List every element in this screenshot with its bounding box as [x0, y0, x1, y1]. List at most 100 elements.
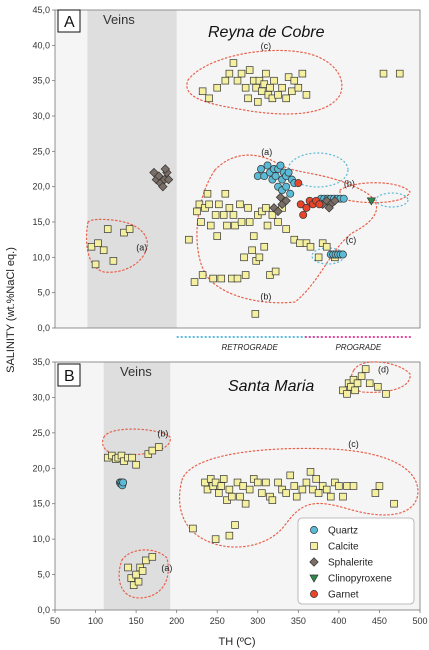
panel-b-label-box — [57, 363, 81, 387]
y-tick-label: 25,0 — [32, 146, 50, 156]
calcite-point — [209, 274, 217, 283]
calcite-point — [353, 379, 362, 388]
calcite-point — [335, 482, 343, 490]
calcite-point — [292, 492, 301, 501]
calcite-point — [371, 489, 380, 497]
calcite-point — [148, 446, 157, 455]
calcite-point — [236, 200, 244, 209]
calcite-point — [245, 485, 254, 494]
clinopyroxene-point — [366, 197, 376, 206]
calcite-point — [294, 83, 303, 92]
calcite-point — [322, 485, 331, 494]
calcite-point — [314, 489, 323, 497]
calcite-point — [263, 221, 272, 230]
calcite-point — [99, 246, 108, 255]
quartz-point — [276, 161, 285, 170]
calcite-point — [225, 204, 234, 212]
sphalerite-point — [273, 206, 283, 217]
calcite-point — [395, 69, 404, 78]
panel-b-label: B — [64, 368, 75, 385]
garnet-point — [315, 200, 324, 209]
calcite-point — [236, 492, 244, 501]
panel-b-title: Santa Maria — [228, 378, 314, 395]
group-label: (a) — [261, 147, 272, 157]
calcite-point — [205, 200, 213, 209]
calcite-point — [215, 200, 223, 209]
y-axis-label: SALINITY (wt.%NaCl eq.) — [5, 247, 17, 373]
calcite-point — [274, 91, 282, 99]
legend-marker-sphalerite — [309, 557, 319, 567]
panel-b-x-ticks: 50 100 150 200 250 300 350 400 450 500 — [50, 610, 428, 626]
calcite-point — [314, 253, 323, 262]
calcite-point — [241, 499, 250, 508]
quartz-point — [286, 189, 295, 198]
envelope-a-veins — [118, 549, 169, 599]
x-tick-label: 50 — [50, 616, 60, 626]
legend-label: Sphalerite — [328, 558, 373, 569]
x-tick-label: 200 — [169, 616, 184, 626]
calcite-point — [262, 69, 270, 78]
calcite-point — [343, 390, 351, 398]
x-axis-label: TH (ºC) — [218, 636, 255, 648]
calcite-point — [233, 76, 242, 85]
x-tick-label: 100 — [88, 616, 103, 626]
calcite-point — [357, 372, 366, 380]
y-tick-label: 20,0 — [32, 463, 50, 473]
sphalerite-point — [330, 196, 340, 206]
calcite-point — [290, 76, 299, 85]
calcite-point — [351, 386, 359, 395]
calcite-point — [203, 189, 212, 198]
y-tick-label: 10,0 — [32, 252, 50, 262]
calcite-point — [213, 232, 221, 240]
calcite-point — [219, 475, 228, 483]
legend-marker-quartz — [310, 526, 318, 534]
calcite-point — [87, 242, 96, 251]
x-tick-label: 500 — [412, 616, 427, 626]
sphalerite-point — [160, 164, 171, 174]
calcite-point — [262, 478, 270, 487]
panel-a-veins-label: Veins — [103, 12, 135, 27]
calcite-point — [225, 69, 234, 78]
y-tick-label: 45,0 — [32, 5, 50, 15]
calcite-point — [190, 278, 199, 286]
y-tick-label: 30,0 — [32, 392, 50, 402]
group-label: (b) — [157, 428, 168, 438]
legend-items: Quartz Calcite Sphalerite Clinopyroxene Garn… — [309, 526, 392, 601]
calcite-point — [211, 211, 220, 219]
calcite-point — [327, 492, 335, 501]
legend-label: Quartz — [328, 526, 358, 537]
calcite-point — [266, 83, 274, 92]
panel-a-stage-bars: RETROGRADE PROGRADE — [176, 336, 412, 352]
stage-label: RETROGRADE — [221, 343, 278, 352]
y-tick-label: 20,0 — [32, 182, 50, 192]
calcite-point — [94, 239, 102, 247]
calcite-point — [306, 242, 315, 251]
calcite-point — [213, 83, 221, 92]
calcite-point — [382, 390, 390, 398]
calcite-point — [249, 232, 258, 240]
garnet-point — [299, 210, 308, 219]
calcite-point — [271, 267, 280, 276]
quartz-point — [257, 165, 265, 173]
panel-b-points — [103, 365, 398, 589]
calcite-point — [221, 76, 230, 85]
x-tick-label: 150 — [129, 616, 144, 626]
y-tick-label: 5,0 — [37, 288, 50, 298]
calcite-point — [138, 567, 147, 575]
quartz-point — [260, 172, 269, 181]
calcite-point — [155, 443, 163, 451]
envelope-c-main — [179, 447, 419, 548]
calcite-point — [109, 257, 118, 265]
y-tick-label: 35,0 — [32, 76, 50, 86]
calcite-point — [237, 69, 246, 78]
calcite-point — [306, 468, 315, 476]
quartz-point — [338, 250, 347, 259]
quartz-point — [271, 172, 280, 181]
calcite-point — [260, 242, 269, 251]
calcite-point — [229, 59, 238, 67]
calcite-point — [198, 271, 207, 279]
x-tick-label: 300 — [250, 616, 265, 626]
calcite-point — [217, 482, 226, 490]
calcite-point — [302, 91, 311, 99]
calcite-point — [343, 482, 351, 490]
